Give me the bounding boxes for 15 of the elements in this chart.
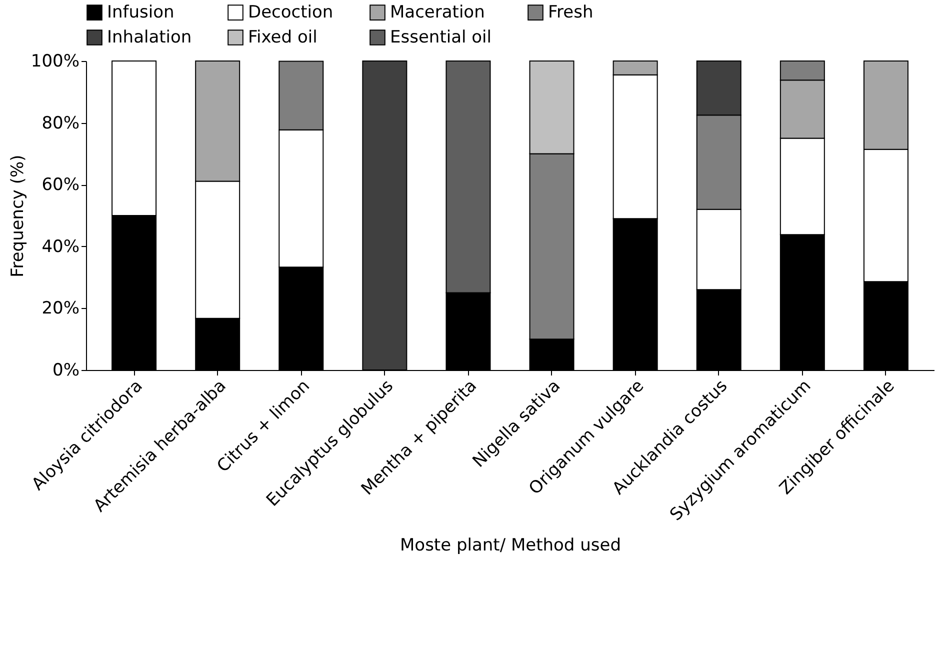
legend-label: Inhalation <box>107 28 192 48</box>
x-axis-title: Moste plant/ Method used <box>400 536 621 556</box>
y-tick-label: 100% <box>30 52 80 72</box>
legend-label: Decoction <box>248 2 334 23</box>
y-tick-label: 80% <box>42 113 80 134</box>
legend-label: Maceration <box>390 2 485 23</box>
y-tick-label: 40% <box>42 236 80 257</box>
legend-label: Fixed oil <box>248 28 318 48</box>
y-tick-label: 60% <box>42 175 80 196</box>
y-axis-title: Frequency (%) <box>8 154 28 278</box>
y-tick-label: 20% <box>42 298 80 319</box>
y-tick-label: 0% <box>52 360 80 380</box>
legend-label: Infusion <box>107 2 174 23</box>
legend-label: Essential oil <box>390 28 492 48</box>
legend-label: Fresh <box>548 2 594 23</box>
